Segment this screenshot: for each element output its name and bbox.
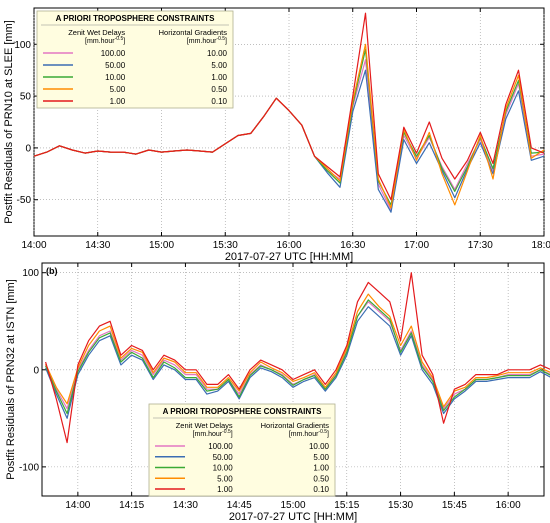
x-tick-label: 15:30 — [213, 240, 238, 251]
series-line-3 — [45, 299, 550, 415]
legend-col1-unit: [mm.hour-0.5] — [85, 36, 125, 45]
legend-box — [36, 10, 234, 109]
x-tick-label: 17:30 — [468, 240, 493, 251]
x-tick-label: 14:30 — [173, 500, 198, 511]
legend-zwd-value: 50.00 — [105, 61, 126, 70]
x-tick-label: 15:00 — [280, 500, 305, 511]
y-tick-label: -100 — [19, 462, 39, 473]
x-tick-label: 15:15 — [334, 500, 359, 511]
legend-col2-unit: [mm.hour-0.5] — [289, 429, 329, 438]
legend-col1-header: Zenit Wet Delays — [176, 421, 233, 430]
legend-zwd-value: 50.00 — [213, 453, 234, 462]
y-tick-label: 0 — [25, 143, 31, 154]
x-tick-label: 16:00 — [276, 240, 301, 251]
series-line-5 — [33, 12, 545, 201]
x-tick-label: 17:00 — [404, 240, 429, 251]
legend-title: A PRIORI TROPOSPHERE CONSTRAINTS — [163, 407, 322, 416]
panel-label: (b) — [46, 266, 58, 276]
legend: A PRIORI TROPOSPHERE CONSTRAINTS Zenit We… — [148, 403, 336, 497]
legend-grad-value: 10.00 — [207, 49, 228, 58]
legend-grad-value: 0.10 — [211, 97, 227, 106]
x-tick-label: 16:00 — [496, 500, 521, 511]
legend-col2-header: Horizontal Gradients — [159, 28, 228, 37]
legend-grad-value: 0.50 — [211, 85, 227, 94]
x-tick-label: 15:00 — [149, 240, 174, 251]
legend-grad-value: 5.00 — [211, 61, 227, 70]
y-tick-label: 100 — [22, 268, 39, 279]
legend-zwd-value: 1.00 — [110, 97, 126, 106]
legend-grad-value: 1.00 — [313, 464, 329, 473]
legend-zwd-value: 100.00 — [101, 49, 126, 58]
y-axis-label: Postfit Residuals of PRN32 at ISTN [mm] — [5, 279, 17, 480]
series-line-2 — [45, 306, 550, 419]
legend-grad-value: 0.10 — [313, 485, 329, 494]
y-tick-label: 0 — [33, 365, 39, 376]
series-line-5 — [45, 272, 550, 444]
y-tick-label: 50 — [20, 92, 32, 103]
x-axis-label: 2017-07-27 UTC [HH:MM] — [229, 511, 357, 523]
x-axis-label: 2017-07-27 UTC [HH:MM] — [225, 251, 353, 263]
legend-zwd-value: 5.00 — [110, 85, 126, 94]
x-tick-label: 15:30 — [388, 500, 413, 511]
legend-col1-unit: [mm.hour-0.5] — [193, 429, 233, 438]
x-tick-label: 18:00 — [531, 240, 550, 251]
legend-grad-value: 5.00 — [313, 453, 329, 462]
legend-grad-value: 1.00 — [211, 73, 227, 82]
x-tick-label: 14:30 — [85, 240, 110, 251]
x-tick-label: 14:00 — [65, 500, 90, 511]
legend-grad-value: 10.00 — [309, 442, 330, 451]
legend-col2-header: Horizontal Gradients — [261, 421, 330, 430]
y-tick-label: -50 — [17, 195, 32, 206]
legend-zwd-value: 5.00 — [217, 474, 233, 483]
legend-box — [148, 403, 336, 497]
legend-title: A PRIORI TROPOSPHERE CONSTRAINTS — [56, 14, 215, 23]
x-tick-label: 14:00 — [21, 240, 46, 251]
panel-b: 14:00 14:15 14:30 14:45 15:00 15:15 15:30 15:45… — [5, 262, 550, 523]
x-tick-label: 16:30 — [340, 240, 365, 251]
x-tick-label: 14:15 — [119, 500, 144, 511]
x-tick-label: 14:45 — [227, 500, 252, 511]
panel-a: 14:00 14:30 15:00 15:30 16:00 16:30 17:00 17:30… — [3, 7, 550, 263]
legend-col1-header: Zenit Wet Delays — [68, 28, 125, 37]
y-tick-label: 100 — [14, 40, 31, 51]
legend-zwd-value: 1.00 — [217, 485, 233, 494]
x-tick-label: 15:45 — [442, 500, 467, 511]
y-axis-label: Postfit Residuals of PRN10 at SLEE [mm] — [3, 20, 15, 224]
legend-grad-value: 0.50 — [313, 474, 329, 483]
legend-zwd-value: 100.00 — [208, 442, 233, 451]
legend: A PRIORI TROPOSPHERE CONSTRAINTS Zenit We… — [36, 10, 234, 109]
legend-col2-unit: [mm.hour-0.5] — [187, 36, 227, 45]
series-line-4 — [45, 293, 550, 408]
legend-zwd-value: 10.00 — [105, 73, 126, 82]
legend-zwd-value: 10.00 — [213, 464, 234, 473]
